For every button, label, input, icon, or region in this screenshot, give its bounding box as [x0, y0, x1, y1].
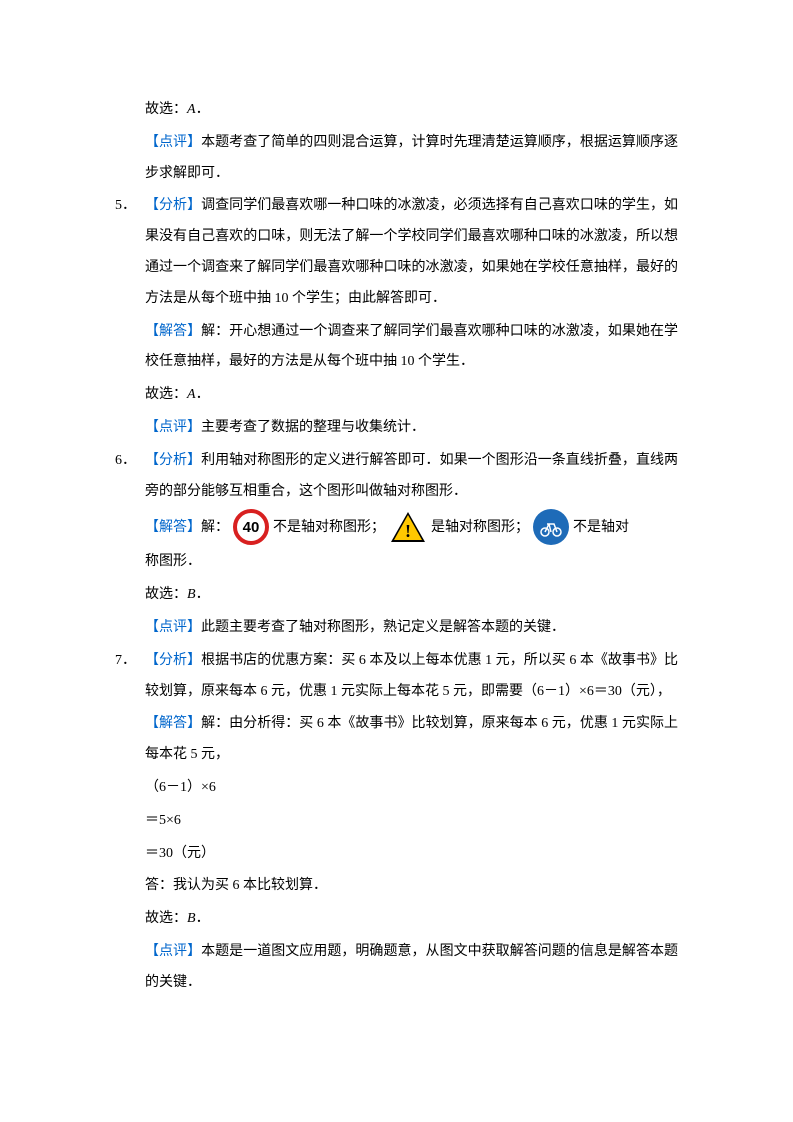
q5-analysis-text: 调查同学们最喜欢哪一种口味的冰激凌，必须选择有自己喜欢口味的学生，如果没有自己喜… [145, 198, 678, 305]
q7-block: 7． 【分析】根据书店的优惠方案：买 6 本及以上每本优惠 1 元，所以买 6 … [115, 646, 678, 708]
q6-answer-prefix: 解： [201, 510, 229, 545]
q7-calc2: ＝5×6 [115, 806, 678, 837]
q5-answer-text: 解：开心想通过一个调查来了解同学们最喜欢哪种口味的冰激凌，如果她在学校任意抽样，… [145, 324, 678, 370]
q7-choice-prefix: 故选： [145, 911, 187, 926]
q5-answer-letter: A [187, 387, 196, 402]
bicycle-sign-icon [533, 509, 569, 545]
sign-40-value: 40 [233, 509, 269, 545]
answer-tag: 【解答】 [145, 510, 201, 545]
review-tag: 【点评】 [145, 944, 201, 959]
review-tag: 【点评】 [145, 135, 201, 150]
q4-review-text: 本题考查了简单的四则混合运算，计算时先理清楚运算顺序，根据运算顺序逐步求解即可． [145, 135, 678, 181]
q5-choice: 故选：A． [115, 380, 678, 411]
q6-choice-prefix: 故选： [145, 587, 187, 602]
q7-calc1: （6－1）×6 [115, 773, 678, 804]
q7-final: 答：我认为买 6 本比较划算． [115, 871, 678, 902]
answer-tag: 【解答】 [145, 324, 201, 339]
q4-answer: A [187, 102, 196, 117]
q4-choice-prefix: 故选： [145, 102, 187, 117]
q6-review-text: 此题主要考查了轴对称图形，熟记定义是解答本题的关键． [201, 620, 565, 635]
q7-calc3: ＝30（元） [115, 839, 678, 870]
q6-block: 6． 【分析】利用轴对称图形的定义进行解答即可．如果一个图形沿一条直线折叠，直线… [115, 446, 678, 508]
q4-period: ． [196, 102, 210, 117]
q7-answer-text: 解：由分析得：买 6 本《故事书》比较划算，原来每本 6 元，优惠 1 元实际上… [145, 716, 678, 762]
q7-review-text: 本题是一道图文应用题，明确题意，从图文中获取解答问题的信息是解答本题的关键． [145, 944, 678, 990]
analysis-tag: 【分析】 [145, 453, 201, 468]
review-tag: 【点评】 [145, 620, 201, 635]
q7-period: ． [196, 911, 210, 926]
analysis-tag: 【分析】 [145, 198, 201, 213]
speed-limit-sign-icon: 40 [233, 509, 269, 545]
review-tag: 【点评】 [145, 420, 201, 435]
document-content: 故选：A． 【点评】本题考查了简单的四则混合运算，计算时先理清楚运算顺序，根据运… [115, 95, 678, 999]
q6-analysis-text: 利用轴对称图形的定义进行解答即可．如果一个图形沿一条直线折叠，直线两旁的部分能够… [145, 453, 678, 499]
q6-text3: 不是轴对 [573, 510, 629, 545]
q6-review: 【点评】此题主要考查了轴对称图形，熟记定义是解答本题的关键． [115, 613, 678, 644]
q5-period: ． [196, 387, 210, 402]
warning-triangle-icon: ! [389, 510, 427, 544]
q4-review: 【点评】本题考查了简单的四则混合运算，计算时先理清楚运算顺序，根据运算顺序逐步求… [115, 128, 678, 190]
q4-choice: 故选：A． [115, 95, 678, 126]
q5-answer: 【解答】解：开心想通过一个调查来了解同学们最喜欢哪种口味的冰激凌，如果她在学校任… [115, 317, 678, 379]
q6-period: ． [196, 587, 210, 602]
q7-number: 7． [115, 646, 145, 708]
q7-analysis: 【分析】根据书店的优惠方案：买 6 本及以上每本优惠 1 元，所以买 6 本《故… [145, 646, 678, 708]
svg-text:!: ! [405, 521, 411, 541]
q7-review: 【点评】本题是一道图文应用题，明确题意，从图文中获取解答问题的信息是解答本题的关… [115, 937, 678, 999]
q6-answer-line: 【解答】 解： 40 不是轴对称图形； ! 是轴对称图形； 不是轴对 [115, 509, 678, 545]
q5-number: 5． [115, 191, 145, 314]
answer-tag: 【解答】 [145, 716, 201, 731]
q5-review-text: 主要考查了数据的整理与收集统计． [201, 420, 425, 435]
q6-answer-letter: B [187, 587, 196, 602]
q6-text1: 不是轴对称图形； [273, 510, 385, 545]
q6-choice: 故选：B． [115, 580, 678, 611]
q5-review: 【点评】主要考查了数据的整理与收集统计． [115, 413, 678, 444]
analysis-tag: 【分析】 [145, 653, 201, 668]
q7-choice: 故选：B． [115, 904, 678, 935]
q6-number: 6． [115, 446, 145, 508]
q7-answer: 【解答】解：由分析得：买 6 本《故事书》比较划算，原来每本 6 元，优惠 1 … [115, 709, 678, 771]
q5-analysis: 【分析】调查同学们最喜欢哪一种口味的冰激凌，必须选择有自己喜欢口味的学生，如果没… [145, 191, 678, 314]
q6-text3-cont: 称图形． [115, 547, 678, 578]
q7-analysis-text: 根据书店的优惠方案：买 6 本及以上每本优惠 1 元，所以买 6 本《故事书》比… [145, 653, 678, 699]
q5-block: 5． 【分析】调查同学们最喜欢哪一种口味的冰激凌，必须选择有自己喜欢口味的学生，… [115, 191, 678, 314]
q6-text2: 是轴对称图形； [431, 510, 529, 545]
q6-analysis: 【分析】利用轴对称图形的定义进行解答即可．如果一个图形沿一条直线折叠，直线两旁的… [145, 446, 678, 508]
q5-choice-prefix: 故选： [145, 387, 187, 402]
q7-answer-letter: B [187, 911, 196, 926]
